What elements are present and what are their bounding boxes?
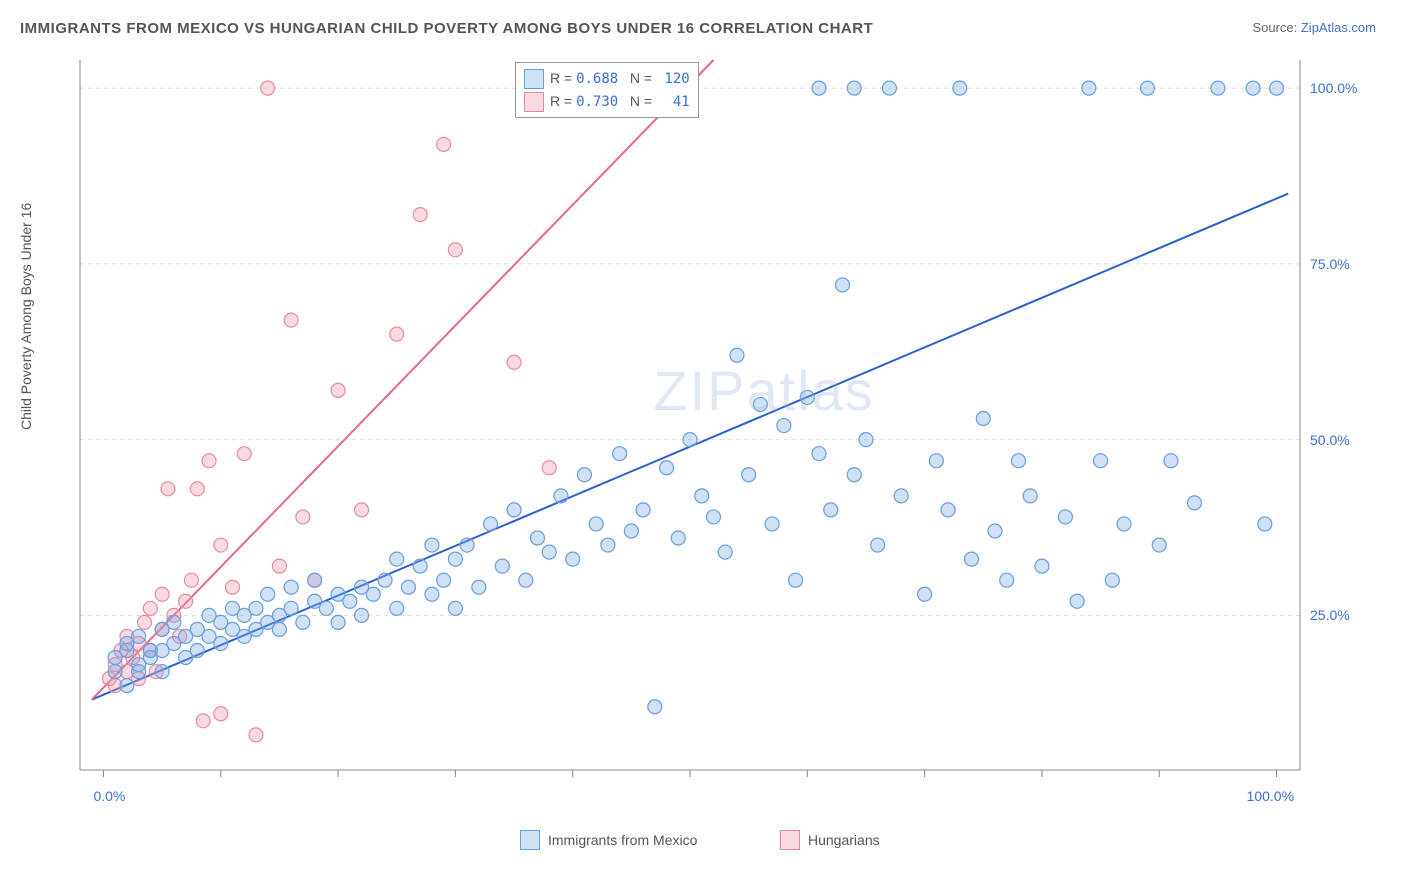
chart-title: IMMIGRANTS FROM MEXICO VS HUNGARIAN CHIL… (20, 20, 873, 37)
x-tick-label: 100.0% (1247, 788, 1294, 804)
y-tick-label: 50.0% (1310, 432, 1350, 448)
legend-swatch (520, 830, 540, 850)
legend-row: R = 0.730 N = 41 (524, 90, 690, 113)
series-label: Immigrants from Mexico (548, 832, 697, 848)
source-attribution: Source: ZipAtlas.com (1252, 20, 1376, 35)
y-tick-label: 75.0% (1310, 256, 1350, 272)
legend-swatch (524, 92, 544, 112)
source-link[interactable]: ZipAtlas.com (1301, 20, 1376, 35)
series-legend-item: Immigrants from Mexico (520, 830, 697, 850)
chart-plot-area (60, 50, 1360, 830)
series-label: Hungarians (808, 832, 880, 848)
legend-row: R = 0.688 N = 120 (524, 67, 690, 90)
source-label: Source: (1252, 20, 1300, 35)
series-legend-item: Hungarians (780, 830, 880, 850)
legend-swatch (780, 830, 800, 850)
legend-stats: R = 0.688 N = 120 (550, 67, 690, 90)
legend-stats: R = 0.730 N = 41 (550, 90, 690, 113)
scatter-chart-svg (60, 50, 1360, 830)
correlation-legend: R = 0.688 N = 120R = 0.730 N = 41 (515, 62, 699, 118)
x-tick-label: 0.0% (93, 788, 125, 804)
legend-swatch (524, 69, 544, 89)
y-tick-label: 25.0% (1310, 607, 1350, 623)
y-tick-label: 100.0% (1310, 80, 1357, 96)
y-axis-label: Child Poverty Among Boys Under 16 (18, 203, 34, 430)
